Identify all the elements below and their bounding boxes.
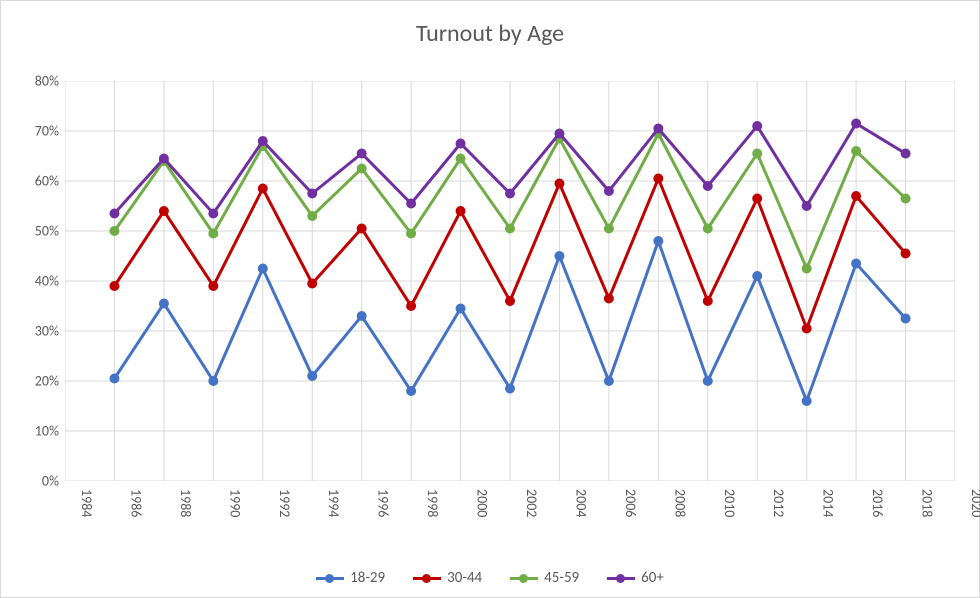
series-marker-60+	[159, 154, 168, 163]
series-marker-60+	[852, 119, 861, 128]
series-marker-30-44	[159, 207, 168, 216]
series-marker-45-59	[852, 147, 861, 156]
series-marker-45-59	[308, 212, 317, 221]
chart-title: Turnout by Age	[1, 19, 979, 48]
series-marker-60+	[308, 189, 317, 198]
series-marker-18-29	[802, 397, 811, 406]
series-marker-60+	[357, 149, 366, 158]
legend-swatch	[510, 574, 538, 583]
series-marker-60+	[753, 122, 762, 131]
series-marker-30-44	[308, 279, 317, 288]
series-marker-30-44	[604, 294, 613, 303]
series-marker-30-44	[753, 194, 762, 203]
plot-area	[65, 81, 955, 481]
series-marker-45-59	[604, 224, 613, 233]
series-marker-45-59	[456, 154, 465, 163]
series-marker-18-29	[852, 259, 861, 268]
series-marker-60+	[901, 149, 910, 158]
legend-item-18-29: 18-29	[316, 569, 385, 587]
series-marker-45-59	[753, 149, 762, 158]
series-marker-18-29	[753, 272, 762, 281]
series-marker-60+	[604, 187, 613, 196]
legend-swatch	[607, 574, 635, 583]
y-tick-label: 70%	[15, 123, 59, 140]
series-marker-30-44	[901, 249, 910, 258]
series-marker-30-44	[802, 324, 811, 333]
series-marker-30-44	[110, 282, 119, 291]
series-marker-18-29	[357, 312, 366, 321]
series-marker-60+	[456, 139, 465, 148]
series-marker-30-44	[258, 184, 267, 193]
legend-swatch	[413, 574, 441, 583]
series-marker-60+	[110, 209, 119, 218]
series-marker-18-29	[506, 384, 515, 393]
series-marker-18-29	[901, 314, 910, 323]
series-marker-45-59	[703, 224, 712, 233]
y-tick-label: 50%	[15, 223, 59, 240]
series-marker-45-59	[506, 224, 515, 233]
series-marker-18-29	[555, 252, 564, 261]
series-marker-60+	[802, 202, 811, 211]
series-marker-30-44	[357, 224, 366, 233]
series-marker-60+	[555, 129, 564, 138]
series-marker-45-59	[110, 227, 119, 236]
legend: 18-29 30-44 45-59 60+	[1, 569, 979, 587]
series-marker-45-59	[802, 264, 811, 273]
y-tick-label: 40%	[15, 273, 59, 290]
series-marker-30-44	[407, 302, 416, 311]
y-tick-label: 60%	[15, 173, 59, 190]
legend-item-30-44: 30-44	[413, 569, 482, 587]
series-marker-60+	[654, 124, 663, 133]
legend-label: 18-29	[350, 569, 385, 587]
series-marker-18-29	[258, 264, 267, 273]
legend-label: 45-59	[544, 569, 579, 587]
x-tick-label: 2020	[925, 489, 980, 517]
series-marker-60+	[209, 209, 218, 218]
series-marker-45-59	[901, 194, 910, 203]
series-marker-45-59	[209, 229, 218, 238]
series-marker-18-29	[703, 377, 712, 386]
y-tick-label: 10%	[15, 423, 59, 440]
series-marker-30-44	[506, 297, 515, 306]
series-marker-18-29	[456, 304, 465, 313]
y-tick-label: 20%	[15, 373, 59, 390]
legend-label: 30-44	[447, 569, 482, 587]
series-marker-18-29	[604, 377, 613, 386]
series-marker-30-44	[555, 179, 564, 188]
y-tick-label: 80%	[15, 73, 59, 90]
series-marker-18-29	[110, 374, 119, 383]
series-marker-18-29	[159, 299, 168, 308]
series-marker-18-29	[209, 377, 218, 386]
chart-container: Turnout by Age 0% 10% 20% 30% 40% 50% 60% 70% 80…	[0, 0, 980, 598]
series-marker-18-29	[407, 387, 416, 396]
legend-item-60+: 60+	[607, 569, 664, 587]
legend-swatch	[316, 574, 344, 583]
series-marker-60+	[258, 137, 267, 146]
series-marker-30-44	[654, 174, 663, 183]
series-marker-60+	[506, 189, 515, 198]
legend-label: 60+	[641, 569, 664, 587]
series-marker-45-59	[357, 164, 366, 173]
series-marker-60+	[407, 199, 416, 208]
series-marker-30-44	[852, 192, 861, 201]
series-marker-45-59	[407, 229, 416, 238]
y-tick-label: 30%	[15, 323, 59, 340]
series-marker-30-44	[456, 207, 465, 216]
series-marker-18-29	[308, 372, 317, 381]
series-marker-30-44	[209, 282, 218, 291]
y-tick-label: 0%	[15, 473, 59, 490]
plot-svg	[65, 81, 955, 481]
series-marker-60+	[703, 182, 712, 191]
legend-item-45-59: 45-59	[510, 569, 579, 587]
series-marker-18-29	[654, 237, 663, 246]
series-marker-30-44	[703, 297, 712, 306]
